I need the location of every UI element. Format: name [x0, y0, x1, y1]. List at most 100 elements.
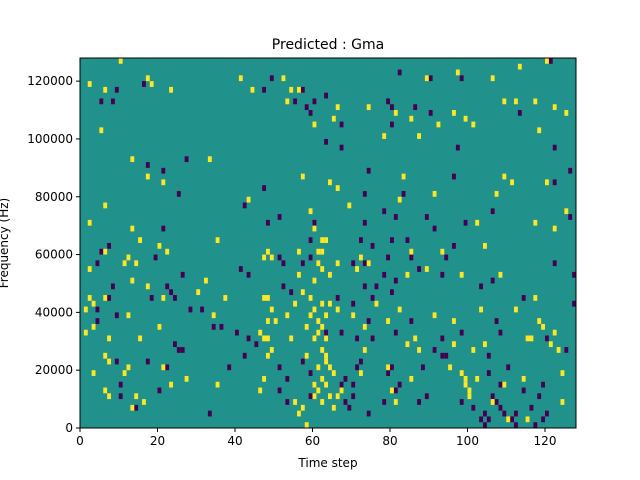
low-value-cell [382, 399, 387, 405]
low-value-cell [359, 237, 363, 243]
high-value-cell [424, 266, 429, 272]
high-value-cell [552, 104, 557, 111]
high-value-cell [386, 364, 391, 371]
low-value-cell [324, 138, 329, 145]
x-tick-label: 120 [534, 434, 557, 448]
low-value-cell [483, 422, 487, 428]
chart-title: Predicted : Gma [272, 37, 384, 53]
low-value-cell [393, 277, 398, 284]
high-value-cell [339, 387, 344, 394]
low-value-cell [111, 283, 115, 290]
low-value-cell [541, 381, 546, 388]
high-value-cell [475, 219, 480, 226]
high-value-cell [328, 300, 332, 307]
low-value-cell [95, 318, 100, 324]
high-value-cell [401, 173, 406, 180]
high-value-cell [529, 335, 534, 342]
low-value-cell [490, 208, 495, 215]
low-value-cell [188, 306, 193, 313]
high-value-cell [316, 387, 321, 394]
low-value-cell [552, 179, 557, 186]
low-value-cell [424, 214, 429, 220]
high-value-cell [107, 358, 112, 365]
plot-frame [79, 57, 577, 429]
low-value-cell [552, 144, 557, 151]
high-value-cell [359, 254, 363, 261]
low-value-cell [277, 254, 282, 261]
low-value-cell [343, 375, 348, 382]
high-value-cell [390, 387, 394, 394]
high-value-cell [366, 260, 371, 267]
low-value-cell [300, 86, 305, 93]
low-value-cell [157, 387, 162, 394]
high-value-cell [207, 156, 212, 163]
low-value-cell [114, 86, 119, 93]
high-value-cell [130, 404, 135, 411]
high-value-cell [328, 179, 332, 186]
low-value-cell [169, 289, 174, 296]
high-value-cell [331, 404, 336, 411]
high-value-cell [250, 86, 255, 93]
low-value-cell [494, 399, 499, 405]
high-value-cell [91, 300, 96, 307]
high-value-cell [537, 318, 542, 324]
low-value-cell [308, 370, 313, 376]
high-value-cell [215, 237, 220, 243]
low-value-cell [486, 352, 491, 359]
high-value-cell [87, 219, 92, 226]
high-value-cell [258, 387, 263, 394]
high-value-cell [266, 248, 270, 255]
low-value-cell [145, 162, 150, 168]
low-value-cell [351, 300, 356, 307]
low-value-cell [452, 243, 456, 249]
high-value-cell [285, 312, 290, 319]
plot-area [79, 57, 577, 429]
low-value-cell [235, 329, 239, 336]
high-value-cell [397, 196, 402, 203]
high-value-cell [393, 110, 398, 116]
low-value-cell [351, 381, 356, 388]
low-value-cell [339, 329, 344, 336]
low-value-cell [324, 92, 329, 99]
high-value-cell [463, 381, 468, 388]
low-value-cell [277, 387, 282, 394]
high-value-cell [87, 295, 92, 301]
low-value-cell [572, 271, 577, 278]
low-value-cell [277, 214, 282, 220]
low-value-cell [312, 219, 317, 226]
low-value-cell [459, 329, 464, 336]
high-value-cell [266, 352, 270, 359]
high-value-cell [409, 248, 414, 255]
low-value-cell [483, 410, 487, 417]
heatmap-cells [83, 58, 577, 428]
low-value-cell [440, 271, 445, 278]
low-value-cell [370, 295, 375, 301]
low-value-cell [393, 214, 398, 220]
low-value-cell [424, 393, 429, 400]
high-value-cell [359, 370, 363, 376]
low-value-cell [386, 98, 391, 105]
high-value-cell [560, 370, 565, 376]
high-value-cell [564, 208, 569, 215]
high-value-cell [448, 364, 453, 371]
low-value-cell [293, 98, 298, 105]
low-value-cell [362, 219, 367, 226]
high-value-cell [130, 156, 135, 163]
low-value-cell [114, 312, 119, 319]
high-value-cell [211, 312, 216, 319]
high-value-cell [483, 341, 487, 348]
high-value-cell [107, 393, 112, 400]
low-value-cell [564, 347, 569, 353]
low-value-cell [366, 318, 371, 324]
low-value-cell [490, 393, 495, 400]
high-value-cell [432, 312, 437, 319]
high-value-cell [161, 179, 166, 186]
low-value-cell [382, 208, 387, 215]
low-value-cell [362, 190, 367, 197]
high-value-cell [130, 277, 135, 284]
low-value-cell [308, 237, 313, 243]
low-value-cell [304, 104, 309, 111]
high-value-cell [502, 98, 507, 105]
low-value-cell [335, 295, 340, 301]
high-value-cell [413, 335, 418, 342]
